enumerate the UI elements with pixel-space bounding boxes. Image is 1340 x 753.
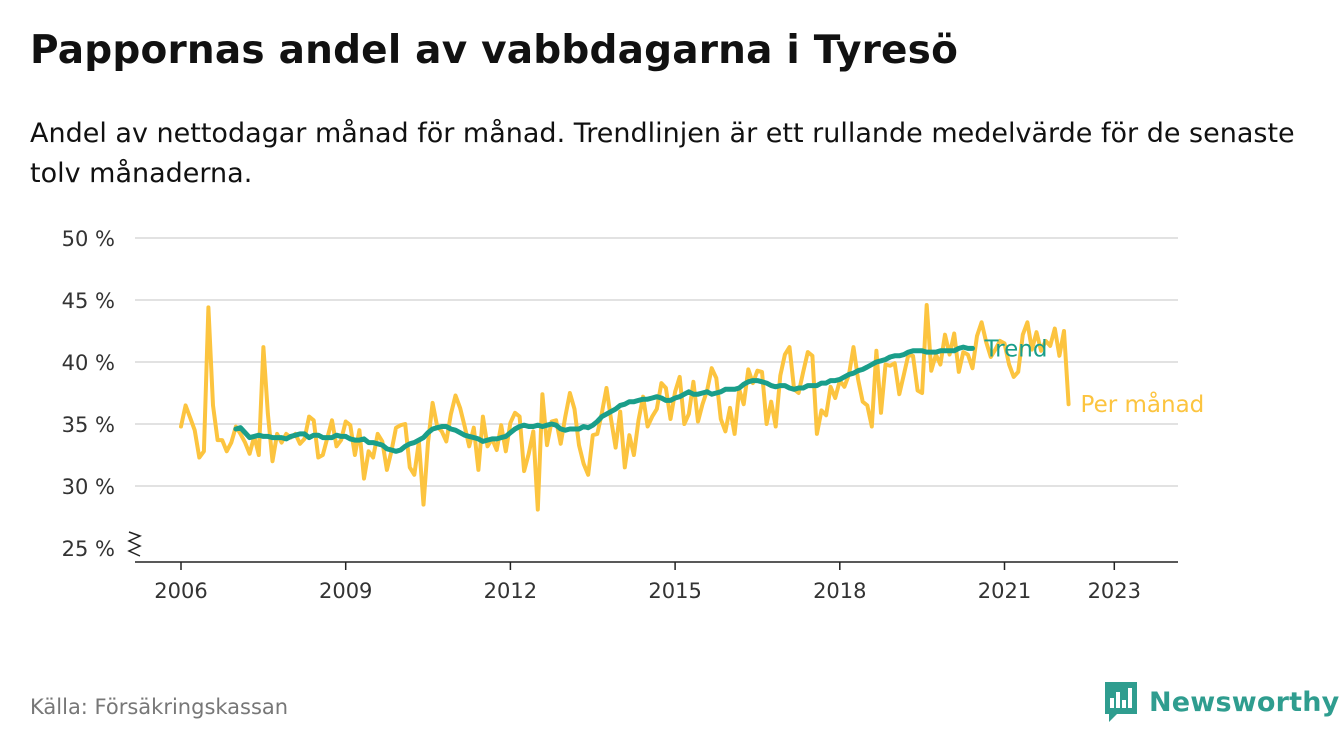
x-tick-label: 2021 <box>978 579 1031 603</box>
x-tick-label: 2009 <box>319 579 372 603</box>
chart-subtitle: Andel av nettodagar månad för månad. Tre… <box>30 118 1295 189</box>
chart-title: Pappornas andel av vabbdagarna i Tyresö <box>30 28 959 73</box>
series-labels: Trend Per månad <box>983 336 1204 418</box>
y-tick-label: 45 % <box>62 289 115 313</box>
axis-break-icon <box>127 531 142 557</box>
chart-series <box>179 303 1071 512</box>
y-tick-label: 30 % <box>62 475 115 499</box>
x-tick-label: 2015 <box>648 579 701 603</box>
brand-logo: Newsworthy <box>1103 680 1339 724</box>
x-tick-label: 2006 <box>154 579 207 603</box>
y-tick-label: 25 % <box>62 537 115 561</box>
x-tick-label: 2023 <box>1088 579 1141 603</box>
newsworthy-logo-icon <box>1105 682 1137 722</box>
series-line-trend <box>233 344 975 454</box>
series-label: Trend <box>983 336 1047 362</box>
x-axis: 2006 2009 2012 2015 2018 2021 2023 <box>135 561 1178 603</box>
y-tick-label: 35 % <box>62 413 115 437</box>
series-label: Per månad <box>1081 390 1205 418</box>
source-note: Källa: Försäkringskassan <box>30 695 289 719</box>
x-tick-label: 2012 <box>484 579 537 603</box>
x-tick-label: 2018 <box>813 579 866 603</box>
y-axis: 25 % 30 % 35 % 40 % 45 % 50 % <box>62 227 142 561</box>
series-line-per-manad <box>179 303 1071 512</box>
y-tick-label: 40 % <box>62 351 115 375</box>
y-tick-label: 50 % <box>62 227 115 251</box>
line-chart: 25 % 30 % 35 % 40 % 45 % 50 % 2006 2009 2012 201… <box>62 227 1205 603</box>
brand-name: Newsworthy <box>1149 686 1340 718</box>
